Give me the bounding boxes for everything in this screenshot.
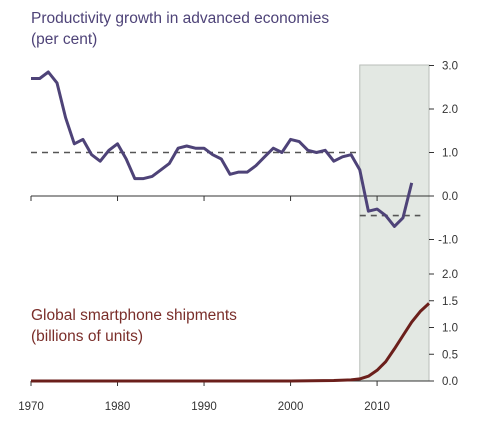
smartphone-chart-title: Global smartphone shipments (billions of… (31, 305, 237, 347)
productivity-y-tick-label: 1.0 (442, 148, 458, 160)
smartphone-y-tick-label: 0.0 (442, 376, 458, 388)
productivity-y-tick-label: 3.0 (442, 61, 458, 73)
productivity-chart-title: Productivity growth in advanced economie… (31, 8, 329, 50)
smartphone-chart-title-text: Global smartphone shipments (31, 307, 237, 324)
smartphone-x-tick-label: 1970 (18, 401, 44, 413)
productivity-chart-title-text: Productivity growth in advanced economie… (31, 10, 330, 27)
productivity-series-line (31, 70, 414, 228)
productivity-y-tick-label: -1.0 (438, 235, 458, 247)
smartphone-y-tick-label: 0.5 (442, 349, 458, 361)
smartphone-x-tick-label: 1990 (191, 401, 217, 413)
smartphone-y-tick-label: 2.0 (442, 269, 458, 281)
smartphone-y-tick-label: 1.0 (442, 323, 458, 335)
smartphone-series-line (31, 302, 431, 383)
productivity-y-tick-label: 2.0 (442, 104, 458, 116)
productivity-y-tick-label: 0.0 (442, 191, 458, 203)
shaded-region (359, 64, 430, 382)
smartphone-x-tick-label: 1980 (105, 401, 131, 413)
productivity-chart-subtitle: (per cent) (31, 31, 98, 48)
smartphone-x-tick-label: 2000 (278, 401, 304, 413)
smartphone-y-tick-label: 1.5 (442, 296, 458, 308)
smartphone-chart-subtitle: (billions of units) (31, 328, 143, 345)
smartphone-x-tick-label: 2010 (364, 401, 390, 413)
